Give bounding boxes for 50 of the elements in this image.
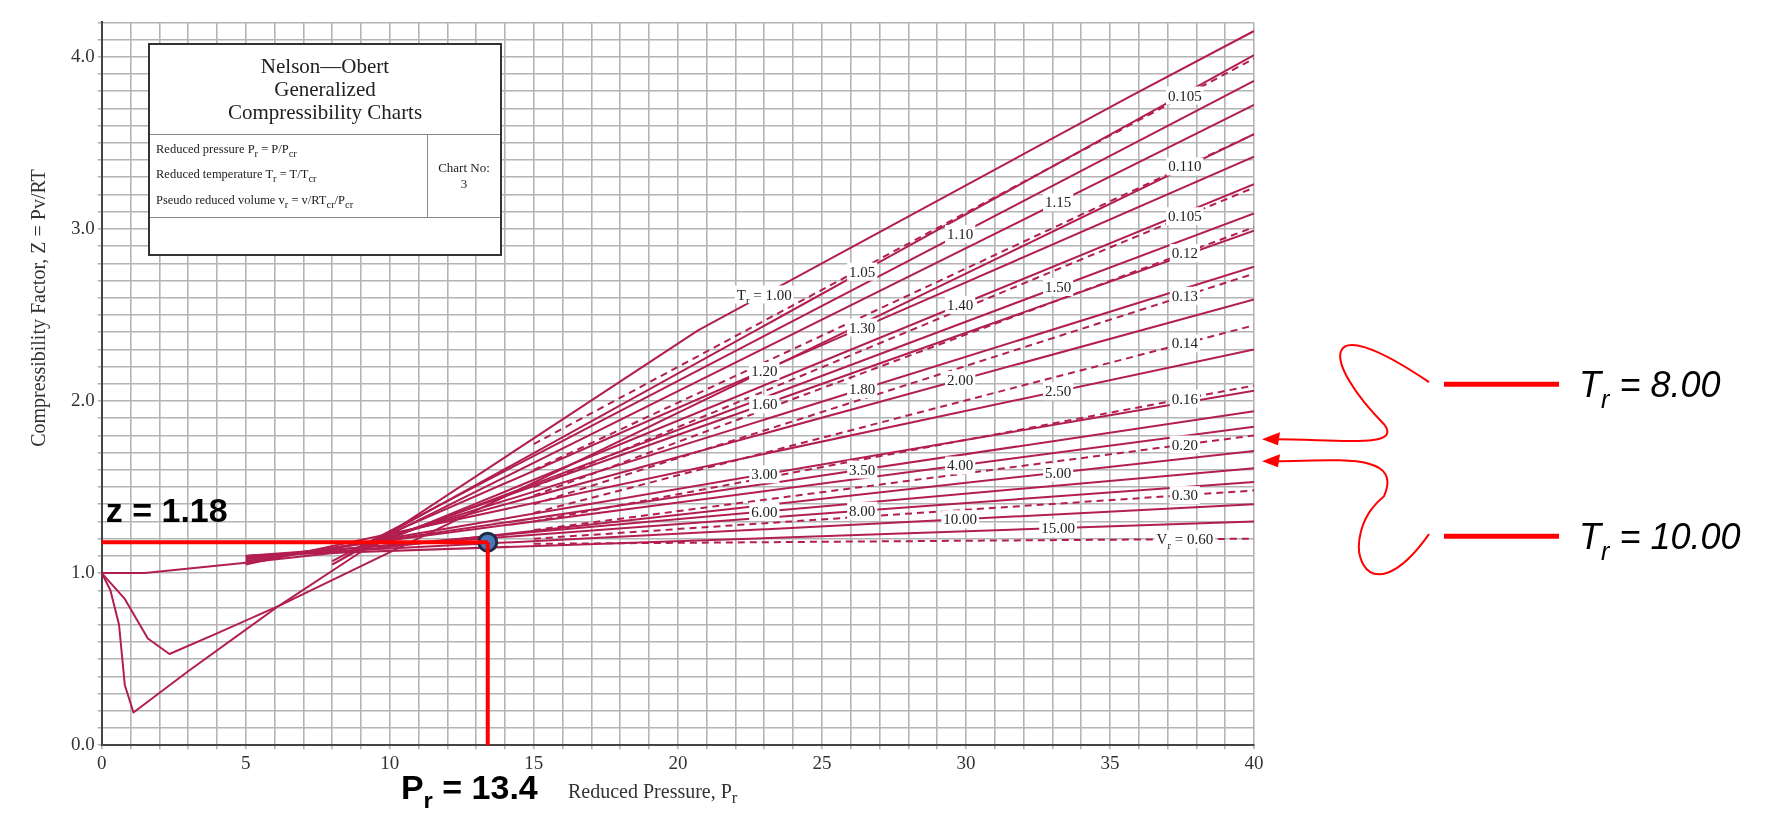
series-label: 1.30 — [849, 319, 876, 336]
series-label: 3.00 — [751, 466, 778, 483]
x-tick-label: 30 — [956, 751, 976, 773]
annotation: Pseudo reduced volume v$_{r}$ = v/RT$_{cr}$/P$_{cr}$ — [156, 191, 355, 212]
x-tick-label: 5 — [241, 751, 251, 773]
y-tick-label: 4.0 — [71, 44, 95, 66]
x-tick-label: 0 — [97, 751, 107, 773]
series-label: 1.20 — [751, 363, 778, 380]
series-label: 2.50 — [1044, 383, 1072, 400]
series-label: 3.50 — [849, 461, 876, 478]
annotation: Reduced pressure P$_{r}$ = P/P$_{cr}$ — [156, 141, 298, 161]
series-label: 0.14 — [1171, 335, 1199, 352]
chart-title: Nelson—Obert Generalized Compressibility Charts — [227, 54, 423, 125]
series-label: 6.00 — [751, 503, 778, 520]
series-label: 1.80 — [849, 381, 876, 398]
series-label: 1.60 — [751, 396, 778, 413]
series-label: 5.00 — [1044, 464, 1072, 481]
annotation: Chart No: 3 — [437, 160, 491, 193]
series-label: 0.13 — [1171, 287, 1198, 304]
series-label: 8.00 — [849, 502, 876, 519]
series-label: 0.30 — [1171, 487, 1198, 504]
series-label: 4.00 — [947, 457, 974, 474]
y-axis-title: Compressibility Factor, Z = Pv/RT — [26, 169, 49, 447]
y-tick-label: 3.0 — [71, 216, 95, 238]
series-label: 10.00 — [943, 511, 978, 528]
series-label: 0.12 — [1171, 244, 1198, 261]
series-label: 1.05 — [849, 263, 876, 280]
y-tick-label: 2.0 — [71, 388, 95, 410]
series-label: 15.00 — [1041, 520, 1075, 537]
x-tick-label: 25 — [812, 751, 832, 773]
series-label: 1.50 — [1044, 279, 1072, 296]
series-label: 0.110 — [1168, 158, 1202, 175]
ref-line-label: z = 1.18 — [105, 491, 228, 530]
series-label: 0.20 — [1171, 436, 1198, 453]
x-tick-label: 35 — [1100, 751, 1120, 773]
series-label: 1.40 — [947, 296, 974, 313]
y-tick-label: 0.0 — [71, 733, 95, 755]
x-axis-title: Reduced Pressure, P$_{r}$ — [568, 780, 738, 808]
series-label: 0.16 — [1171, 390, 1199, 407]
x-tick-label: 15 — [524, 751, 544, 773]
x-tick-label: 10 — [380, 751, 400, 773]
series-label: 0.105 — [1167, 87, 1202, 104]
series-label: 2.00 — [947, 371, 974, 388]
annotation: Reduced temperature T$_{r}$ = T/T$_{cr}$ — [156, 166, 318, 186]
x-tick-label: 40 — [1244, 751, 1264, 773]
y-tick-label: 1.0 — [71, 561, 95, 583]
series-label: 1.10 — [947, 225, 974, 242]
series-label: 1.15 — [1044, 194, 1072, 211]
series-label: 0.105 — [1167, 208, 1202, 225]
x-tick-label: 20 — [668, 751, 688, 773]
